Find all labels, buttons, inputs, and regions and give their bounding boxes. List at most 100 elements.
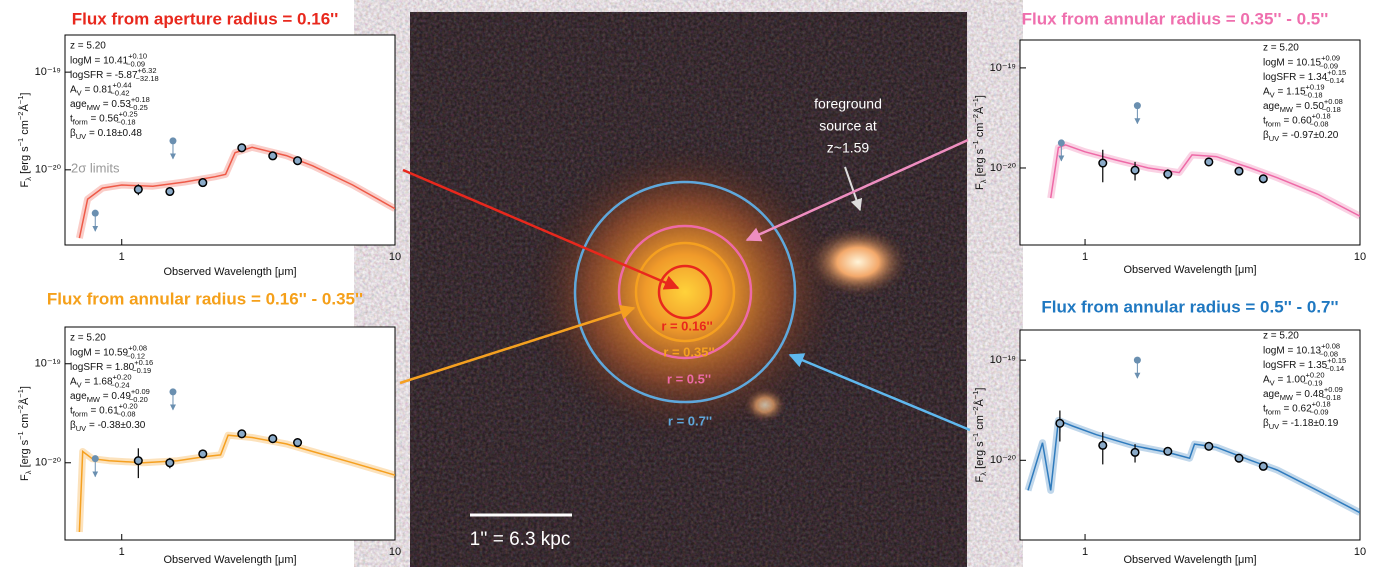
text-part: A: [1263, 374, 1270, 385]
radius-label: r = 0.5'': [667, 371, 711, 386]
text-part: logSFR = 1.80: [70, 362, 135, 373]
data-point: [237, 429, 247, 439]
foreground-source: [806, 226, 910, 298]
plot-frame: [1019, 39, 1361, 246]
data-point: [1130, 447, 1140, 457]
text-part: −2: [16, 405, 25, 414]
text-part: age: [70, 391, 87, 402]
text-part: cm: [19, 414, 31, 432]
text-part: [erg s: [19, 146, 31, 177]
text-part: −2: [16, 112, 25, 121]
text-part: = 0.53: [100, 99, 131, 110]
annotation: AV = 1.00+0.20 −0.19: [1263, 370, 1325, 387]
annotation: logM = 10.13+0.08 −0.08: [1263, 341, 1340, 358]
chart-title: Flux from aperture radius = 0.16'': [72, 9, 338, 28]
y-tick-label: 10⁻¹⁹: [990, 62, 1016, 74]
companion-source: [743, 387, 787, 423]
text-part: MW: [87, 103, 101, 112]
data-point: [268, 434, 278, 444]
text-part: = 1.15: [1275, 86, 1306, 97]
text-part: −32.18: [136, 74, 159, 83]
connector-arrow: [745, 138, 969, 242]
text-part: V: [77, 88, 82, 97]
text-part: −1: [16, 138, 25, 147]
text-part: +0.16: [134, 358, 153, 367]
text-part: +0.08: [1324, 97, 1343, 106]
text-part: −0.19: [1304, 378, 1323, 387]
text-part: −0.25: [129, 103, 148, 112]
radius-label: r = 0.35'': [663, 344, 714, 359]
radius-label: r = 0.7'': [668, 413, 712, 428]
annotation: tform = 0.56+0.25 −0.18: [70, 109, 138, 126]
text-part: −0.09: [126, 59, 145, 68]
plot-area: [1047, 102, 1360, 220]
text-part: = -0.38±0.30: [86, 420, 146, 431]
x-axis-label: Observed Wavelength [μm]: [1123, 554, 1256, 566]
data-point: [1163, 446, 1173, 456]
annotation: AV = 1.68+0.20 −0.24: [70, 372, 132, 389]
annotation: logSFR = 1.80+0.16 −0.19: [70, 358, 153, 375]
text-part: −1: [971, 433, 980, 442]
text-part: F: [19, 474, 31, 481]
aperture-circle: [573, 180, 797, 404]
annotation: AV = 0.81+0.44 −0.42: [70, 80, 132, 97]
text-part: logM = 10.41: [70, 55, 129, 66]
text-part: λ: [979, 179, 988, 183]
text-part: [erg s: [974, 441, 986, 472]
text-part: = 0.56: [88, 113, 119, 124]
galaxy-image: r = 0.16'' r = 0.35'' r = 0.5'' r = 0.7'…: [410, 12, 967, 567]
text-part: −1: [971, 140, 980, 149]
y-tick-label: 10⁻²⁰: [990, 162, 1017, 174]
text-part: +0.15: [1327, 68, 1346, 77]
text-part: = -1.18±0.19: [1279, 418, 1339, 429]
text-part: −1: [971, 391, 980, 400]
text-part: cm: [974, 415, 986, 433]
text-part: A: [1263, 86, 1270, 97]
data-point: [133, 184, 143, 194]
text-part: +0.20: [113, 372, 132, 381]
text-part: = -0.97±0.20: [1279, 130, 1339, 141]
text-part: [erg s: [19, 439, 31, 470]
text-part: A: [70, 84, 77, 95]
text-part: logSFR = -5.87: [70, 70, 138, 81]
text-part: V: [77, 380, 82, 389]
text-part: −0.12: [126, 351, 145, 360]
text-part: = 0.50: [1293, 101, 1324, 112]
text-part: −0.20: [129, 395, 148, 404]
text-part: t: [1263, 115, 1266, 126]
text-part: β: [70, 128, 76, 139]
scale-bar-label: 1'' = 6.3 kpc: [470, 529, 571, 550]
text-part: age: [1263, 389, 1280, 400]
text-part: Å: [18, 104, 31, 112]
y-axis-label: Fλ [erg s−1 cm−2Å−1]: [16, 93, 33, 188]
text-part: UV: [1269, 422, 1279, 431]
x-tick-label: 10: [1354, 251, 1366, 263]
annotation: z = 5.20: [1263, 331, 1299, 342]
text-part: UV: [76, 132, 86, 141]
text-part: V: [1270, 90, 1275, 99]
text-part: UV: [1269, 134, 1279, 143]
text-part: −1: [16, 96, 25, 105]
text-part: ]: [974, 95, 986, 98]
text-part: −1: [971, 98, 980, 107]
text-part: −0.42: [111, 88, 130, 97]
text-part: +0.19: [1306, 82, 1325, 91]
text-part: MW: [1280, 393, 1294, 402]
annotation: ageMW = 0.50+0.08 −0.18: [1263, 97, 1343, 114]
annotation: βUV = -0.97±0.20: [1263, 130, 1339, 143]
text-part: +0.25: [119, 109, 138, 118]
text-part: ]: [19, 93, 31, 96]
text-part: logM = 10.59: [70, 347, 129, 358]
y-tick-label: 10⁻¹⁹: [990, 354, 1016, 366]
limit-point: [169, 388, 177, 396]
text-part: age: [70, 99, 87, 110]
x-tick-label: 1: [119, 546, 125, 558]
text-part: form: [73, 117, 88, 126]
data-point: [1055, 418, 1065, 428]
text-part: +0.20: [119, 401, 138, 410]
text-part: MW: [1280, 105, 1294, 114]
text-part: +0.18: [1312, 399, 1331, 408]
connector-arrow: [399, 304, 636, 385]
charts: Flux from aperture radius = 0.16'' 1 10 10⁻…: [16, 9, 1366, 565]
limit-point: [1133, 356, 1141, 364]
